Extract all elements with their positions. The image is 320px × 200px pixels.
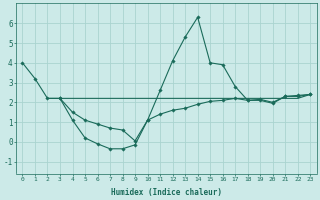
X-axis label: Humidex (Indice chaleur): Humidex (Indice chaleur) [111, 188, 222, 197]
